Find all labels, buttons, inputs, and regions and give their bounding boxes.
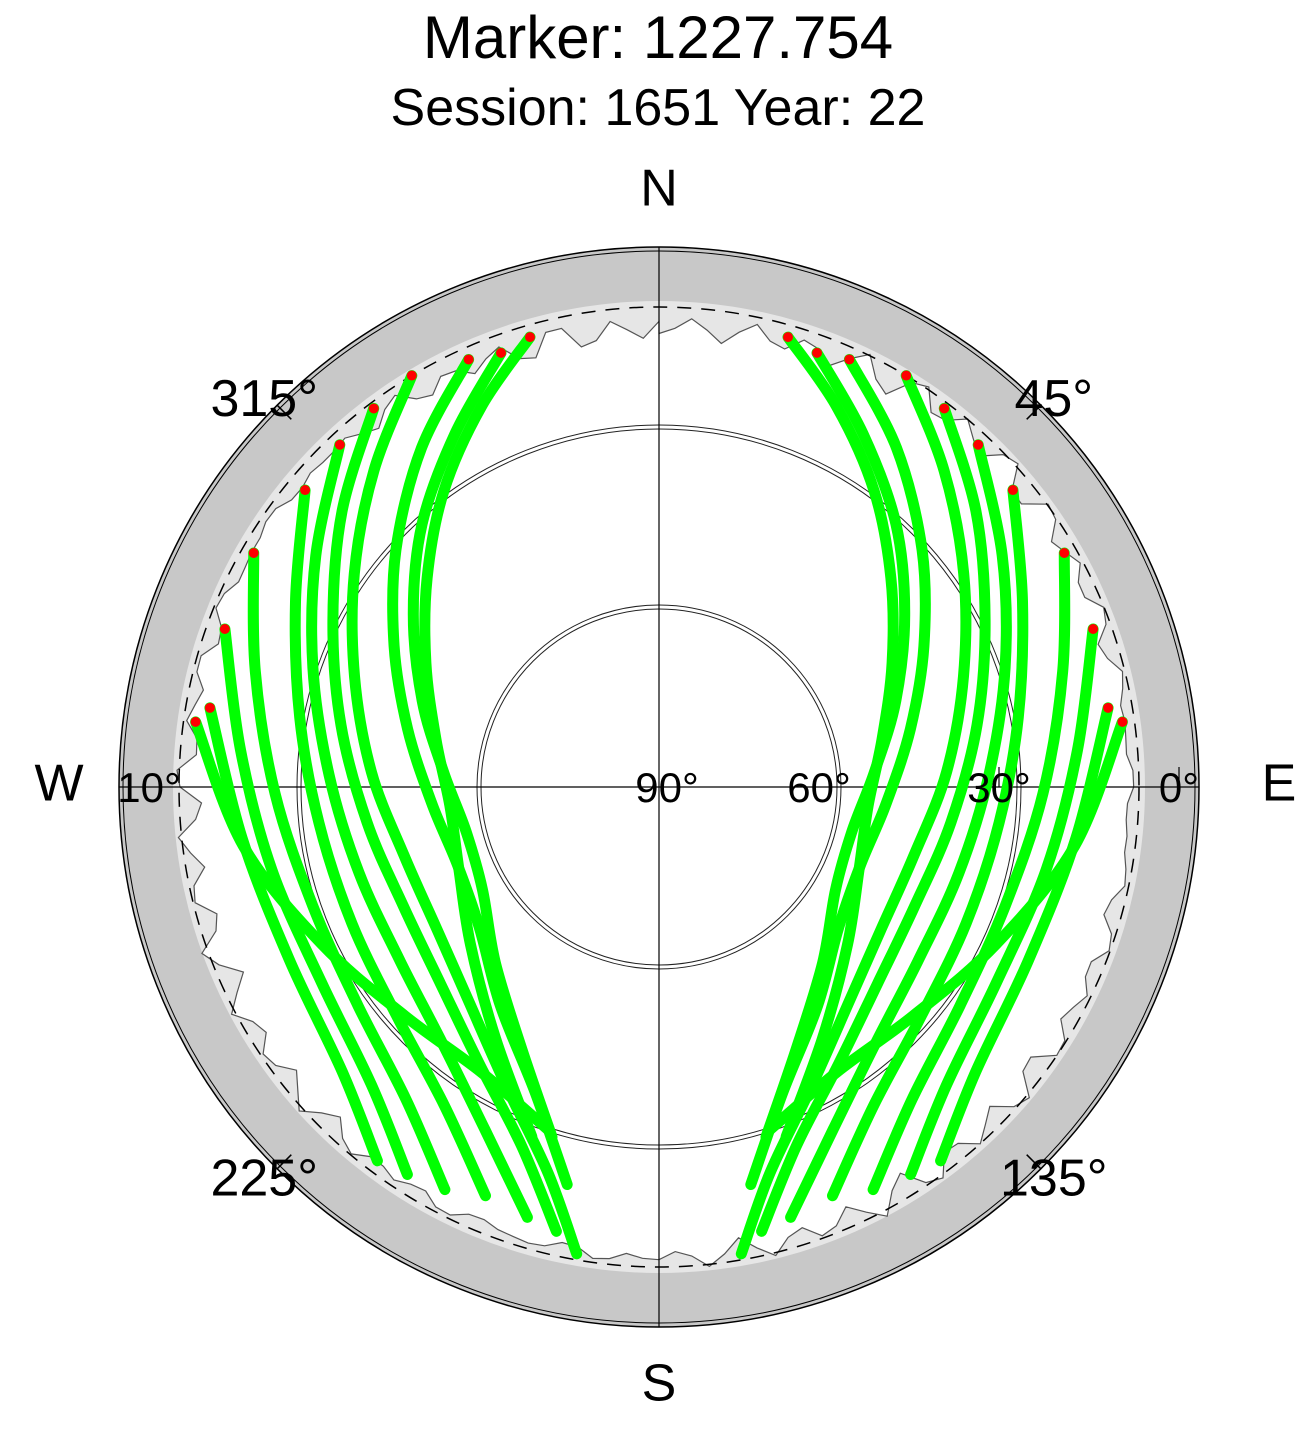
satellite-track-15 (327, 402, 562, 1237)
track-end-marker-18 (248, 548, 259, 558)
satellite-track-18 (247, 547, 451, 1196)
azimuth-tick-225 (276, 1154, 292, 1170)
track-end-marker-12 (495, 347, 506, 358)
azimuth-label-135: 135° (1000, 1150, 1108, 1208)
track-end-marker-1 (782, 332, 793, 343)
satellite-track-12 (407, 347, 558, 1143)
azimuth-label-45: 45° (1014, 370, 1093, 428)
azimuth-label-225: 225° (210, 1150, 318, 1208)
track-end-marker-16 (334, 439, 345, 450)
satellite-track-22 (764, 716, 1128, 1135)
north-label: N (640, 160, 678, 218)
azimuth-tick-45 (1026, 404, 1042, 420)
east-label: E (1262, 755, 1297, 813)
track-end-marker-21 (190, 716, 201, 727)
polar-grid (119, 247, 1199, 1327)
azimuth-tick-315 (276, 404, 292, 420)
satellite-track-10 (935, 702, 1114, 1167)
track-end-marker-22 (1117, 716, 1128, 727)
elevation-label-90: 90° (635, 764, 699, 811)
west-label: W (34, 755, 83, 813)
track-end-marker-17 (300, 485, 311, 496)
axis-labels: N S W E 45° 135° 225° 315° 90° 60° 30° 0° 10° (34, 160, 1296, 1413)
track-end-marker-7 (1007, 485, 1018, 496)
track-end-marker-19 (219, 623, 230, 634)
satellite-track-20 (204, 702, 383, 1167)
track-end-marker-8 (1059, 548, 1070, 558)
chart-title: Marker: 1227.754 (422, 4, 894, 71)
south-label: S (642, 1355, 677, 1413)
track-end-marker-6 (973, 439, 984, 450)
elevation-label-60: 60° (787, 764, 851, 811)
track-end-marker-2 (812, 347, 823, 358)
track-end-marker-11 (525, 332, 536, 343)
track-end-marker-13 (463, 354, 474, 365)
satellite-track-2 (760, 347, 911, 1143)
satellite-track-7 (827, 484, 1029, 1202)
track-end-marker-14 (406, 370, 417, 381)
track-end-marker-5 (939, 403, 950, 414)
satellite-track-17 (289, 484, 491, 1202)
satellite-track-5 (756, 402, 991, 1237)
satellite-tracks (190, 331, 1128, 1260)
track-end-marker-4 (901, 370, 912, 381)
chart-subtitle: Session: 1651 Year: 22 (390, 79, 926, 137)
satellite-track-8 (867, 547, 1071, 1196)
azimuth-tick-135 (1026, 1154, 1042, 1170)
satellite-track-13 (387, 354, 573, 1190)
satellite-track-3 (745, 354, 931, 1190)
satellite-track-6 (785, 439, 1012, 1223)
satellite-track-21 (190, 716, 554, 1135)
track-end-marker-10 (1103, 702, 1114, 713)
elevation-label-30: 30° (967, 764, 1031, 811)
azimuth-label-315: 315° (210, 370, 318, 428)
track-end-marker-20 (204, 702, 215, 713)
elevation-label-10: 10° (117, 764, 181, 811)
track-end-marker-3 (844, 354, 855, 365)
track-end-marker-9 (1088, 623, 1099, 634)
elevation-label-0: 0° (1159, 764, 1199, 811)
track-end-marker-15 (368, 403, 379, 414)
satellite-track-16 (306, 439, 533, 1223)
